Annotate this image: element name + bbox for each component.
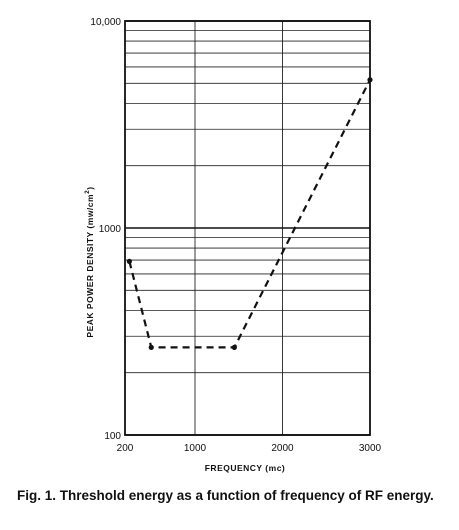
x-tick-label: 1000 xyxy=(184,443,207,454)
plot-frame xyxy=(124,20,371,436)
chart: 200 1000 2000 3000 100 1000 10,000 FREQUENCY … xyxy=(84,17,382,473)
y-axis-label-sup: 2 xyxy=(84,190,91,194)
y-axis-label: PEAK POWER DENSITY (mw/cm2) xyxy=(84,186,95,337)
x-tick-labels: 200 1000 2000 3000 xyxy=(117,443,382,454)
y-tick-label: 100 xyxy=(104,431,121,442)
data-point xyxy=(231,344,237,350)
data-point xyxy=(126,258,132,264)
x-tick-label: 2000 xyxy=(271,443,294,454)
y-tick-labels: 100 1000 10,000 xyxy=(90,17,121,442)
figure-caption: Fig. 1. Threshold energy as a function o… xyxy=(17,488,434,503)
y-tick-label: 10,000 xyxy=(90,17,121,28)
x-tick-label: 200 xyxy=(117,443,134,454)
data-point xyxy=(367,77,373,83)
y-axis-label-close: ) xyxy=(85,186,95,189)
x-axis-label: FREQUENCY (mc) xyxy=(205,463,286,473)
series-line xyxy=(128,79,371,349)
x-tick-label: 3000 xyxy=(359,443,382,454)
y-tick-label: 1000 xyxy=(99,224,122,235)
y-axis-label-main: PEAK POWER DENSITY (mw/cm xyxy=(85,194,95,338)
data-point xyxy=(148,344,154,350)
y-minor-gridlines xyxy=(125,30,370,374)
series-layer xyxy=(126,77,373,350)
